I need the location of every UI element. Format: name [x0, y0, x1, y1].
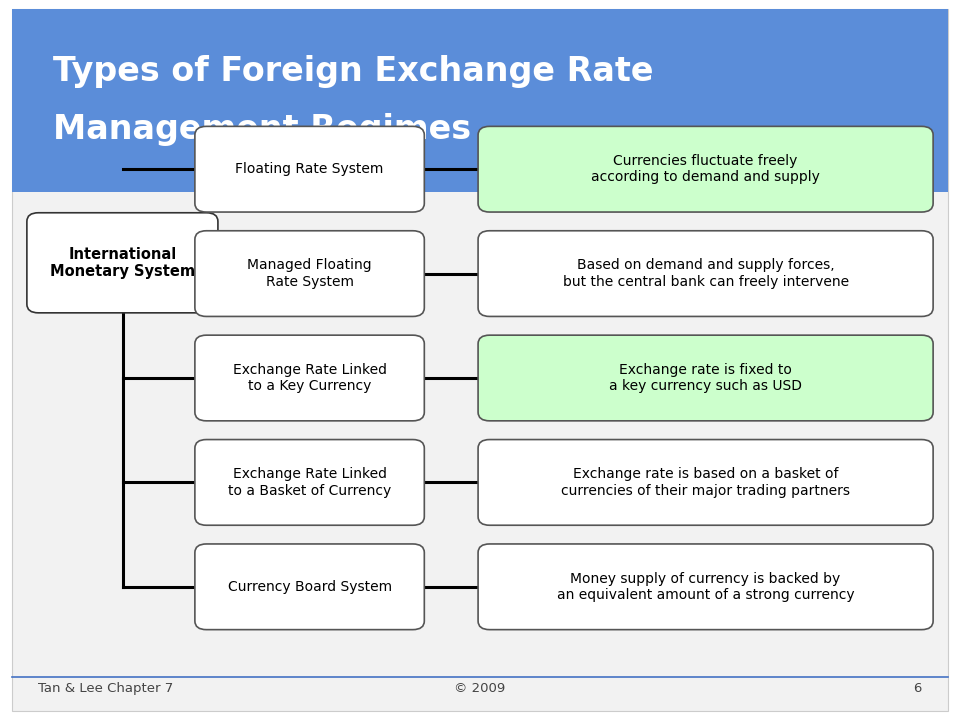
FancyBboxPatch shape — [478, 336, 933, 420]
FancyBboxPatch shape — [478, 127, 933, 212]
Text: Based on demand and supply forces,
but the central bank can freely intervene: Based on demand and supply forces, but t… — [563, 258, 849, 289]
FancyBboxPatch shape — [27, 213, 218, 312]
Text: International
Monetary System: International Monetary System — [50, 246, 195, 279]
Text: Tan & Lee Chapter 7: Tan & Lee Chapter 7 — [38, 682, 174, 695]
Text: Exchange Rate Linked
to a Key Currency: Exchange Rate Linked to a Key Currency — [232, 363, 387, 393]
Text: Currency Board System: Currency Board System — [228, 580, 392, 594]
Text: Managed Floating
Rate System: Managed Floating Rate System — [248, 258, 372, 289]
FancyBboxPatch shape — [195, 127, 424, 212]
FancyBboxPatch shape — [12, 9, 948, 711]
FancyBboxPatch shape — [195, 544, 424, 629]
FancyBboxPatch shape — [478, 439, 933, 526]
FancyBboxPatch shape — [12, 9, 948, 192]
Text: Exchange Rate Linked
to a Basket of Currency: Exchange Rate Linked to a Basket of Curr… — [228, 467, 392, 498]
FancyBboxPatch shape — [195, 230, 424, 317]
Text: 6: 6 — [913, 682, 922, 695]
Text: Exchange rate is fixed to
a key currency such as USD: Exchange rate is fixed to a key currency… — [609, 363, 803, 393]
Text: Types of Foreign Exchange Rate: Types of Foreign Exchange Rate — [53, 55, 654, 88]
FancyBboxPatch shape — [478, 544, 933, 629]
FancyBboxPatch shape — [195, 336, 424, 420]
FancyBboxPatch shape — [478, 230, 933, 317]
Text: Currencies fluctuate freely
according to demand and supply: Currencies fluctuate freely according to… — [591, 154, 820, 184]
Text: Management Regimes: Management Regimes — [53, 113, 471, 145]
Text: Exchange rate is based on a basket of
currencies of their major trading partners: Exchange rate is based on a basket of cu… — [561, 467, 851, 498]
FancyBboxPatch shape — [195, 439, 424, 526]
Text: Money supply of currency is backed by
an equivalent amount of a strong currency: Money supply of currency is backed by an… — [557, 572, 854, 602]
Text: © 2009: © 2009 — [454, 682, 506, 695]
Text: Floating Rate System: Floating Rate System — [235, 162, 384, 176]
